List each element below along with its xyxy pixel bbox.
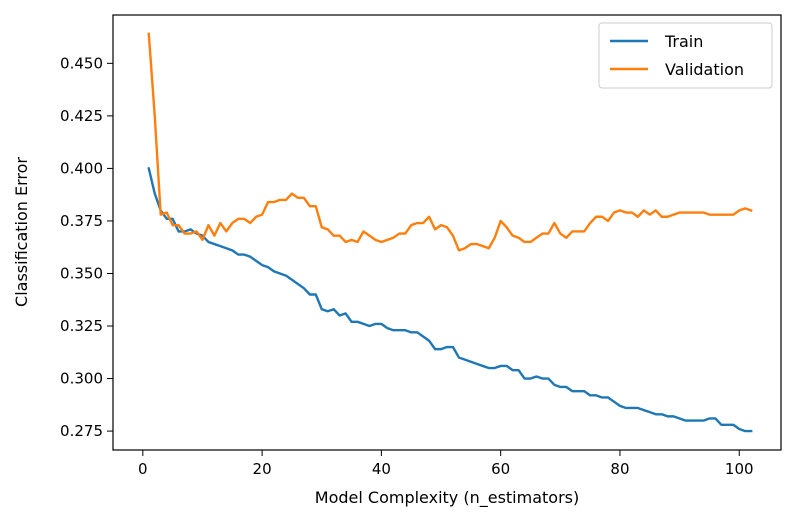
y-tick-label: 0.400 xyxy=(60,159,103,177)
x-tick-label: 80 xyxy=(610,460,629,478)
x-axis-label: Model Complexity (n_estimators) xyxy=(315,488,579,508)
x-tick-label: 40 xyxy=(372,460,391,478)
y-tick-label: 0.350 xyxy=(60,264,103,282)
y-tick-label: 0.325 xyxy=(60,317,103,335)
y-tick-label: 0.450 xyxy=(60,54,103,72)
x-tick-label: 0 xyxy=(138,460,148,478)
legend-label-validation: Validation xyxy=(665,60,744,79)
legend: Train Validation xyxy=(598,22,773,89)
x-tick-label: 100 xyxy=(725,460,754,478)
legend-box xyxy=(598,22,773,89)
y-tick-label: 0.425 xyxy=(60,107,103,125)
y-tick-label: 0.275 xyxy=(60,422,103,440)
plot-lines xyxy=(147,32,753,433)
plot-area-frame xyxy=(112,14,782,451)
x-tick-label: 20 xyxy=(253,460,272,478)
y-tick-label: 0.375 xyxy=(60,212,103,230)
y-tick-label: 0.300 xyxy=(60,370,103,388)
y-axis-label: Classification Error xyxy=(12,157,31,307)
legend-label-train: Train xyxy=(664,32,703,51)
x-axis-ticks: 0 20 40 60 80 100 xyxy=(138,450,754,478)
series-line-validation xyxy=(147,32,753,252)
y-axis-ticks: 0.275 0.300 0.325 0.350 0.375 0.400 0.425 0.450 xyxy=(60,54,113,440)
x-tick-label: 60 xyxy=(491,460,510,478)
series-line-train xyxy=(147,166,753,433)
